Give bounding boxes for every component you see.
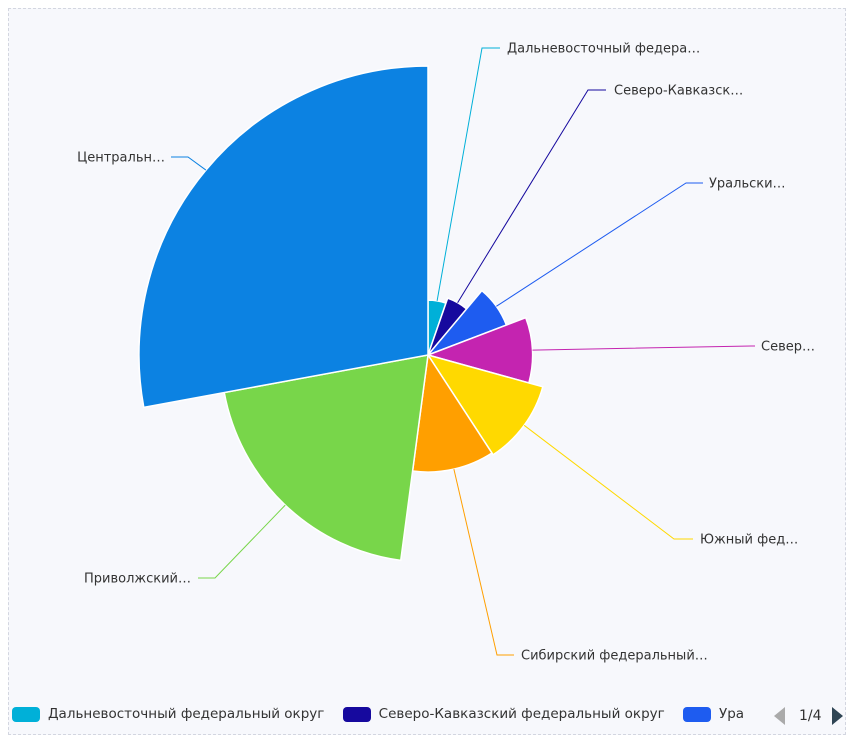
legend-item[interactable]: Дальневосточный федеральный округ bbox=[12, 706, 324, 722]
label-line bbox=[496, 182, 703, 307]
legend-prev-icon[interactable] bbox=[774, 707, 785, 725]
legend: Дальневосточный федеральный округ Северо… bbox=[12, 706, 772, 728]
legend-swatch bbox=[12, 706, 40, 722]
legend-swatch bbox=[342, 706, 371, 722]
label-line bbox=[436, 47, 500, 301]
label-line bbox=[453, 469, 514, 656]
label-line bbox=[171, 156, 207, 171]
legend-item[interactable]: Ура bbox=[683, 706, 744, 722]
slice-label: Север… bbox=[761, 340, 815, 355]
rose-pie-chart: Дальневосточный федера… Северо-Кавказск… У… bbox=[77, 42, 815, 664]
label-line bbox=[457, 89, 606, 303]
legend-label: Дальневосточный федеральный округ bbox=[48, 706, 325, 722]
pie-slice[interactable] bbox=[138, 65, 429, 409]
label-line bbox=[532, 345, 755, 351]
slice-label: Южный фед… bbox=[700, 533, 798, 548]
legend-item[interactable]: Северо-Кавказский федеральный округ bbox=[342, 706, 665, 722]
slice-label: Сибирский федеральный… bbox=[521, 649, 708, 664]
slice-label: Дальневосточный федера… bbox=[507, 42, 700, 57]
legend-pager: 1/4 bbox=[774, 707, 843, 725]
legend-label: Северо-Кавказский федеральный округ bbox=[378, 706, 665, 722]
slice-label: Уральски… bbox=[709, 177, 786, 192]
legend-label: Ура bbox=[719, 706, 745, 722]
label-line bbox=[198, 504, 286, 579]
legend-page-indicator: 1/4 bbox=[799, 708, 822, 724]
slice-label: Центральн… bbox=[77, 151, 165, 166]
slice-label: Северо-Кавказск… bbox=[614, 84, 743, 99]
slice-label: Приволжский… bbox=[84, 572, 191, 587]
legend-next-icon[interactable] bbox=[831, 707, 843, 725]
legend-swatch bbox=[683, 706, 712, 722]
label-line bbox=[523, 424, 693, 540]
